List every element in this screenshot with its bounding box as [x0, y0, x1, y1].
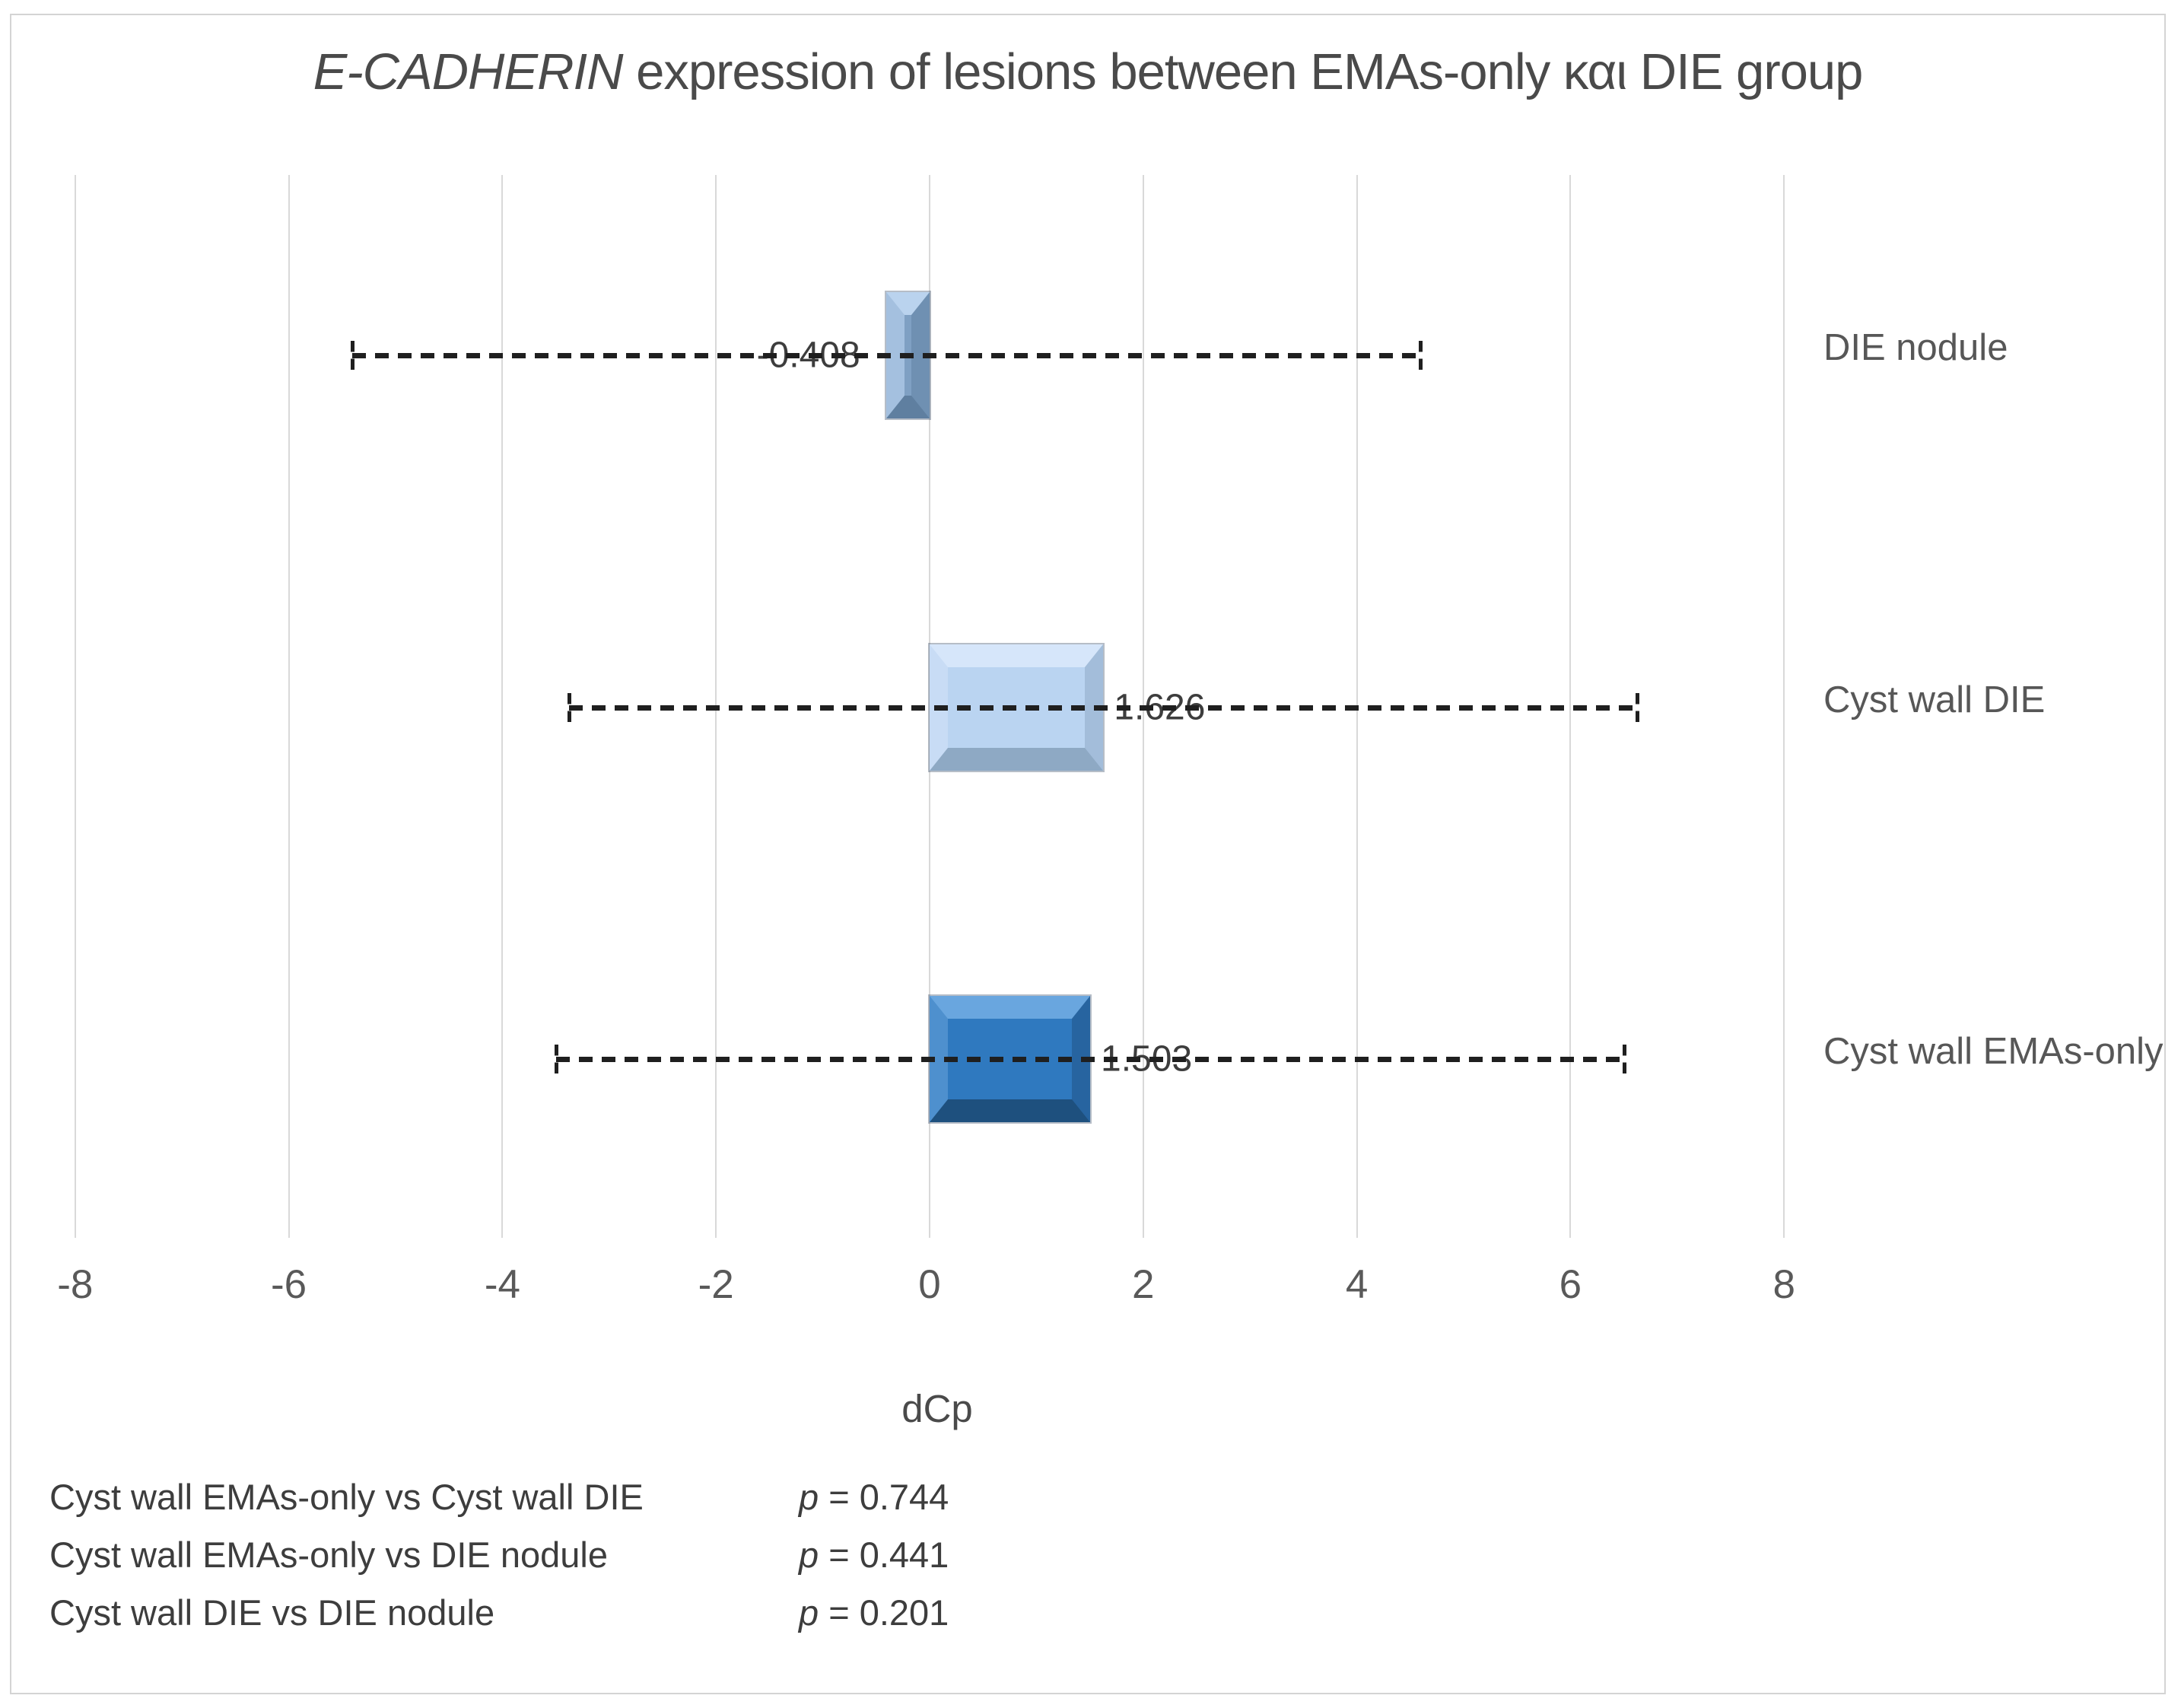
chart-frame: E-CADHERIN expression of lesions between… — [10, 14, 2166, 1694]
p-value-text: = 0.744 — [819, 1477, 949, 1517]
gridline — [1783, 175, 1785, 1238]
x-tick-label: -2 — [698, 1262, 734, 1307]
p-value: p = 0.744 — [799, 1476, 949, 1518]
p-value: p = 0.201 — [799, 1592, 949, 1633]
error-bar — [569, 705, 1638, 711]
x-tick-label: -4 — [484, 1262, 520, 1307]
x-tick-label: 6 — [1559, 1262, 1582, 1307]
error-bar — [556, 1057, 1625, 1062]
x-tick-label: 2 — [1132, 1262, 1155, 1307]
comparison-label: Cyst wall EMAs-only vs Cyst wall DIE — [49, 1477, 644, 1517]
x-tick-label: -8 — [57, 1262, 94, 1307]
error-bar-cap — [1636, 693, 1640, 722]
chart-title-rest: expression of lesions between EMAs-only … — [622, 43, 1863, 100]
error-bar-cap — [1418, 341, 1423, 370]
p-value-text: = 0.201 — [819, 1592, 949, 1633]
p-value-row: Cyst wall EMAs-only vs Cyst wall DIE p =… — [49, 1476, 1723, 1534]
comparison-label: Cyst wall EMAs-only vs DIE nodule — [49, 1535, 608, 1575]
x-tick-label: 0 — [918, 1262, 941, 1307]
x-tick-label: -6 — [271, 1262, 307, 1307]
category-label: Cyst wall EMAs-only — [1823, 1031, 2164, 1072]
p-value: p = 0.441 — [799, 1534, 949, 1576]
error-bar-cap — [568, 693, 572, 722]
p-value-row: Cyst wall EMAs-only vs DIE nodule p = 0.… — [49, 1534, 1723, 1592]
comparison-label: Cyst wall DIE vs DIE nodule — [49, 1592, 495, 1633]
x-axis-title: dCp — [901, 1387, 973, 1430]
p-value-annotations: Cyst wall EMAs-only vs Cyst wall DIE p =… — [49, 1476, 1723, 1649]
x-tick-label: 4 — [1345, 1262, 1369, 1307]
p-symbol: p — [799, 1477, 819, 1517]
chart-title: E-CADHERIN expression of lesions between… — [11, 43, 2164, 101]
p-value-text: = 0.441 — [819, 1535, 949, 1575]
error-bar-cap — [1623, 1045, 1627, 1073]
gridline — [74, 175, 76, 1238]
gridline — [501, 175, 504, 1238]
error-bar — [351, 353, 1420, 358]
chart-title-gene: E-CADHERIN — [313, 43, 624, 100]
category-label: Cyst wall DIE — [1823, 679, 2046, 720]
p-symbol: p — [799, 1592, 819, 1633]
category-label: DIE nodule — [1823, 327, 2008, 368]
x-tick-label: 8 — [1772, 1262, 1795, 1307]
error-bar-cap — [555, 1045, 559, 1073]
error-bar-cap — [350, 341, 354, 370]
p-value-row: Cyst wall DIE vs DIE nodule p = 0.201 — [49, 1592, 1723, 1649]
gridline — [288, 175, 290, 1238]
p-symbol: p — [799, 1535, 819, 1575]
